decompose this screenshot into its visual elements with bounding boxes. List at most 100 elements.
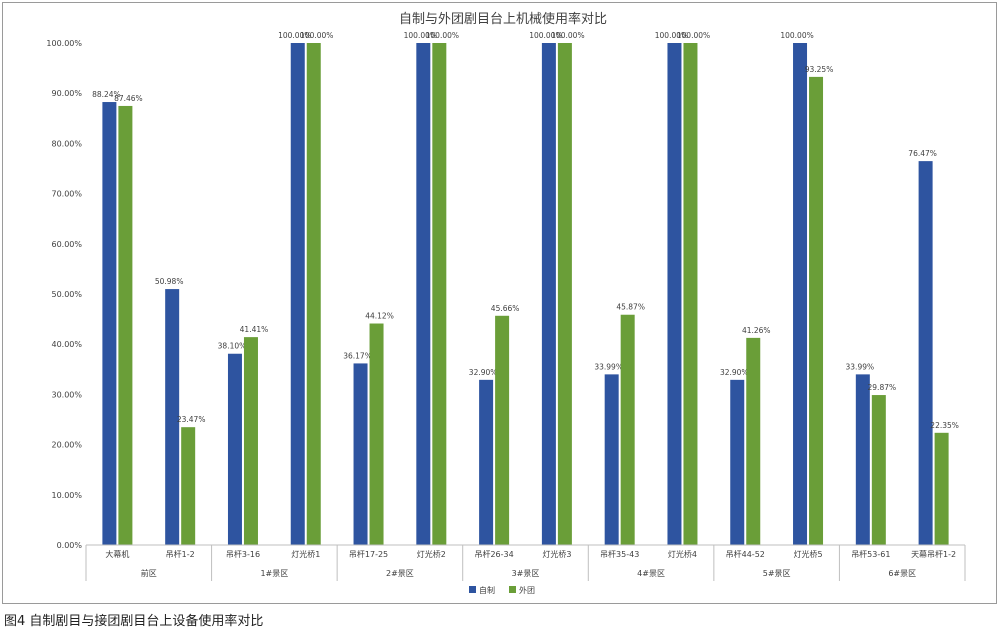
- category-label: 灯光桥4: [668, 549, 697, 559]
- category-label: 灯光桥5: [793, 549, 822, 559]
- bar-self-made-13: [855, 374, 870, 545]
- data-label: 23.47%: [177, 415, 206, 424]
- chart-frame: 自制与外团剧目台上机械使用率对比 0.00% 10.00% 20.00% 30.00%…: [2, 2, 997, 604]
- category-label: 大幕机: [105, 549, 129, 559]
- bar-self-made-14: [918, 161, 933, 545]
- category-label: 灯光桥1: [291, 549, 320, 559]
- bar-self-made-10: [667, 43, 682, 545]
- data-label: 76.47%: [908, 149, 937, 158]
- category-label: 吊杆44-52: [726, 549, 765, 559]
- y-tick-label: 0.00%: [57, 541, 83, 550]
- data-label: 38.10%: [218, 342, 247, 351]
- bar-self-made-12: [793, 43, 808, 545]
- bar-touring-2: [181, 427, 196, 545]
- category-label: 灯光桥3: [542, 549, 571, 559]
- data-label: 33.99%: [594, 362, 623, 371]
- group-label: 1#景区: [260, 569, 288, 578]
- data-label: 41.26%: [742, 326, 771, 335]
- data-label: 45.87%: [616, 303, 645, 312]
- bar-touring-13: [871, 395, 886, 545]
- data-label: 22.35%: [930, 421, 959, 430]
- bar-touring-12: [809, 76, 824, 545]
- legend-swatch-touring: [509, 586, 516, 593]
- y-tick-label: 10.00%: [51, 491, 82, 500]
- bar-touring-1: [118, 105, 133, 545]
- category-label: 吊杆17-25: [349, 549, 388, 559]
- bar-self-made-6: [416, 43, 431, 545]
- bar-self-made-5: [353, 363, 368, 545]
- legend-swatch-self-made: [469, 586, 476, 593]
- bar-self-made-3: [227, 353, 242, 545]
- category-label: 灯光桥2: [417, 549, 446, 559]
- y-tick-label: 50.00%: [51, 290, 82, 299]
- bar-touring-5: [369, 323, 384, 545]
- chart-title: 自制与外团剧目台上机械使用率对比: [399, 11, 607, 27]
- bar-self-made-11: [730, 379, 745, 545]
- group-label: 4#景区: [637, 569, 665, 578]
- data-label: 41.41%: [240, 325, 269, 334]
- bar-chart: 自制与外团剧目台上机械使用率对比 0.00% 10.00% 20.00% 30.00%…: [46, 11, 966, 595]
- category-label: 吊杆3-16: [226, 549, 260, 559]
- category-label: 天幕吊杆1-2: [911, 549, 956, 559]
- plot-area: 88.24%87.46% 50.98% 23.47% 38.10% 41.41% 100.…: [92, 31, 959, 545]
- data-label: 100.00%: [780, 31, 813, 40]
- data-label: 45.66%: [491, 304, 520, 313]
- data-label: 100.00%: [426, 31, 459, 40]
- data-label: 50.98%: [155, 277, 184, 286]
- group-label: 前区: [141, 568, 157, 578]
- y-tick-label: 60.00%: [51, 240, 82, 249]
- y-axis: 0.00% 10.00% 20.00% 30.00% 40.00% 50.00% 60.00…: [46, 39, 82, 550]
- legend-label: 自制: [479, 585, 495, 595]
- data-label: 100.00%: [404, 31, 437, 40]
- bar-touring-10: [683, 43, 698, 545]
- bar-touring-9: [620, 314, 635, 545]
- data-label: 100.00%: [529, 31, 562, 40]
- category-label: 吊杆53-61: [851, 549, 890, 559]
- legend: 自制 外团: [469, 585, 535, 595]
- legend-label: 外团: [519, 585, 535, 595]
- data-label: 29.87%: [868, 383, 897, 392]
- data-label: 32.90%: [720, 368, 749, 377]
- bar-touring-7: [495, 315, 510, 545]
- group-label: 3#景区: [512, 569, 540, 578]
- bar-touring-14: [934, 432, 949, 545]
- data-label: 100.00%: [278, 31, 311, 40]
- bar-self-made-4: [290, 43, 305, 545]
- data-label: 33.99%: [846, 362, 875, 371]
- data-label: 36.17%: [343, 351, 372, 360]
- x-axis: 大幕机 吊杆1-2 吊杆3-16 灯光桥1 吊杆17-25 灯光桥2 吊杆26-34 灯光桥3…: [85, 544, 966, 581]
- group-label: 2#景区: [386, 569, 414, 578]
- data-label: 100.00%: [655, 31, 688, 40]
- category-label: 吊杆26-34: [474, 549, 513, 559]
- data-label: 93.25%: [805, 65, 834, 74]
- bar-self-made-9: [604, 374, 619, 545]
- bar-touring-3: [243, 337, 258, 545]
- y-tick-label: 90.00%: [51, 89, 82, 98]
- y-tick-label: 40.00%: [51, 340, 82, 349]
- y-tick-label: 80.00%: [51, 139, 82, 148]
- data-label: 87.46%: [114, 94, 143, 103]
- bar-self-made-8: [541, 43, 556, 545]
- data-label: 100.00%: [300, 31, 333, 40]
- y-tick-label: 30.00%: [51, 390, 82, 399]
- data-label: 100.00%: [677, 31, 710, 40]
- data-label: 44.12%: [365, 312, 394, 321]
- bar-touring-4: [306, 43, 321, 545]
- figure-caption: 图4 自制剧目与接团剧目台上设备使用率对比: [4, 614, 264, 629]
- bar-touring-6: [432, 43, 447, 545]
- y-tick-label: 100.00%: [46, 39, 82, 48]
- category-label: 吊杆35-43: [600, 549, 639, 559]
- group-label: 6#景区: [888, 569, 916, 578]
- bar-touring-8: [557, 43, 572, 545]
- group-label: 5#景区: [763, 569, 791, 578]
- data-label: 88.24%: [92, 90, 121, 99]
- bar-touring-11: [746, 337, 761, 545]
- y-tick-label: 70.00%: [51, 190, 82, 199]
- bar-self-made-2: [165, 289, 180, 545]
- data-label: 100.00%: [551, 31, 584, 40]
- data-label: 32.90%: [469, 368, 498, 377]
- category-label: 吊杆1-2: [166, 549, 195, 559]
- y-tick-label: 20.00%: [51, 441, 82, 450]
- bar-self-made-7: [479, 379, 494, 545]
- bar-self-made-1: [102, 102, 117, 545]
